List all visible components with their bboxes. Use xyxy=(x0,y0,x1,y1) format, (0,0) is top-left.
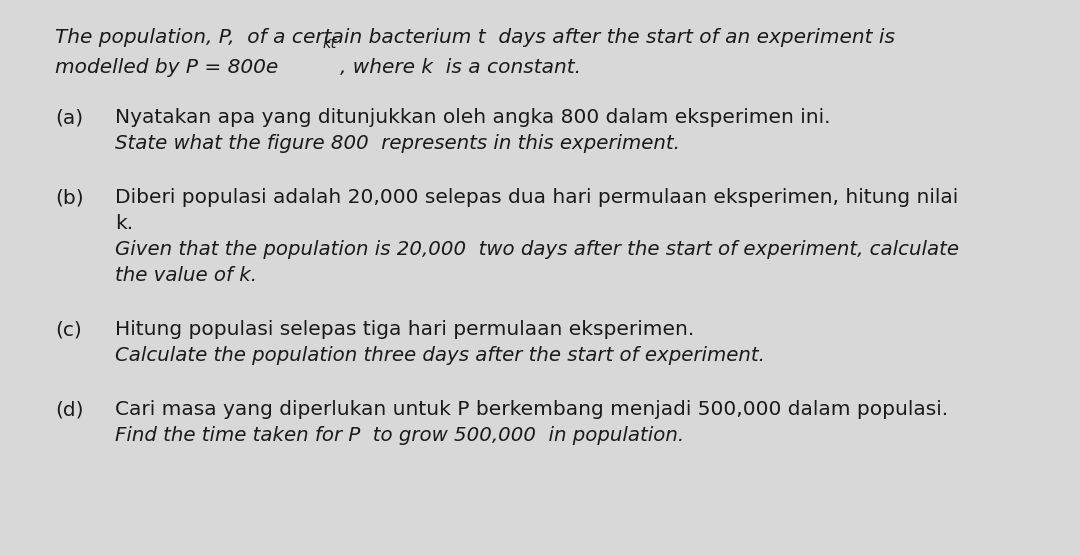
Text: (d): (d) xyxy=(55,400,83,419)
Text: kt: kt xyxy=(322,36,336,51)
Text: Hitung populasi selepas tiga hari permulaan eksperimen.: Hitung populasi selepas tiga hari permul… xyxy=(114,320,694,339)
Text: Diberi populasi adalah 20,000 selepas dua hari permulaan eksperimen, hitung nila: Diberi populasi adalah 20,000 selepas du… xyxy=(114,188,958,207)
Text: (c): (c) xyxy=(55,320,82,339)
Text: State what the figure 800  represents in this experiment.: State what the figure 800 represents in … xyxy=(114,134,680,153)
Text: Given that the population is 20,000  two days after the start of experiment, cal: Given that the population is 20,000 two … xyxy=(114,240,959,259)
Text: the value of k.: the value of k. xyxy=(114,266,257,285)
Text: modelled by P = 800e: modelled by P = 800e xyxy=(55,58,279,77)
Text: k.: k. xyxy=(114,214,133,233)
Text: , where k  is a constant.: , where k is a constant. xyxy=(340,58,581,77)
Text: (a): (a) xyxy=(55,108,83,127)
Text: Cari masa yang diperlukan untuk P berkembang menjadi 500,000 dalam populasi.: Cari masa yang diperlukan untuk P berkem… xyxy=(114,400,948,419)
Text: (b): (b) xyxy=(55,188,83,207)
Text: The population, P,  of a certain bacterium t  days after the start of an experim: The population, P, of a certain bacteriu… xyxy=(55,28,895,47)
Text: Find the time taken for P  to grow 500,000  in population.: Find the time taken for P to grow 500,00… xyxy=(114,426,684,445)
Text: Calculate the population three days after the start of experiment.: Calculate the population three days afte… xyxy=(114,346,765,365)
Text: Nyatakan apa yang ditunjukkan oleh angka 800 dalam eksperimen ini.: Nyatakan apa yang ditunjukkan oleh angka… xyxy=(114,108,831,127)
